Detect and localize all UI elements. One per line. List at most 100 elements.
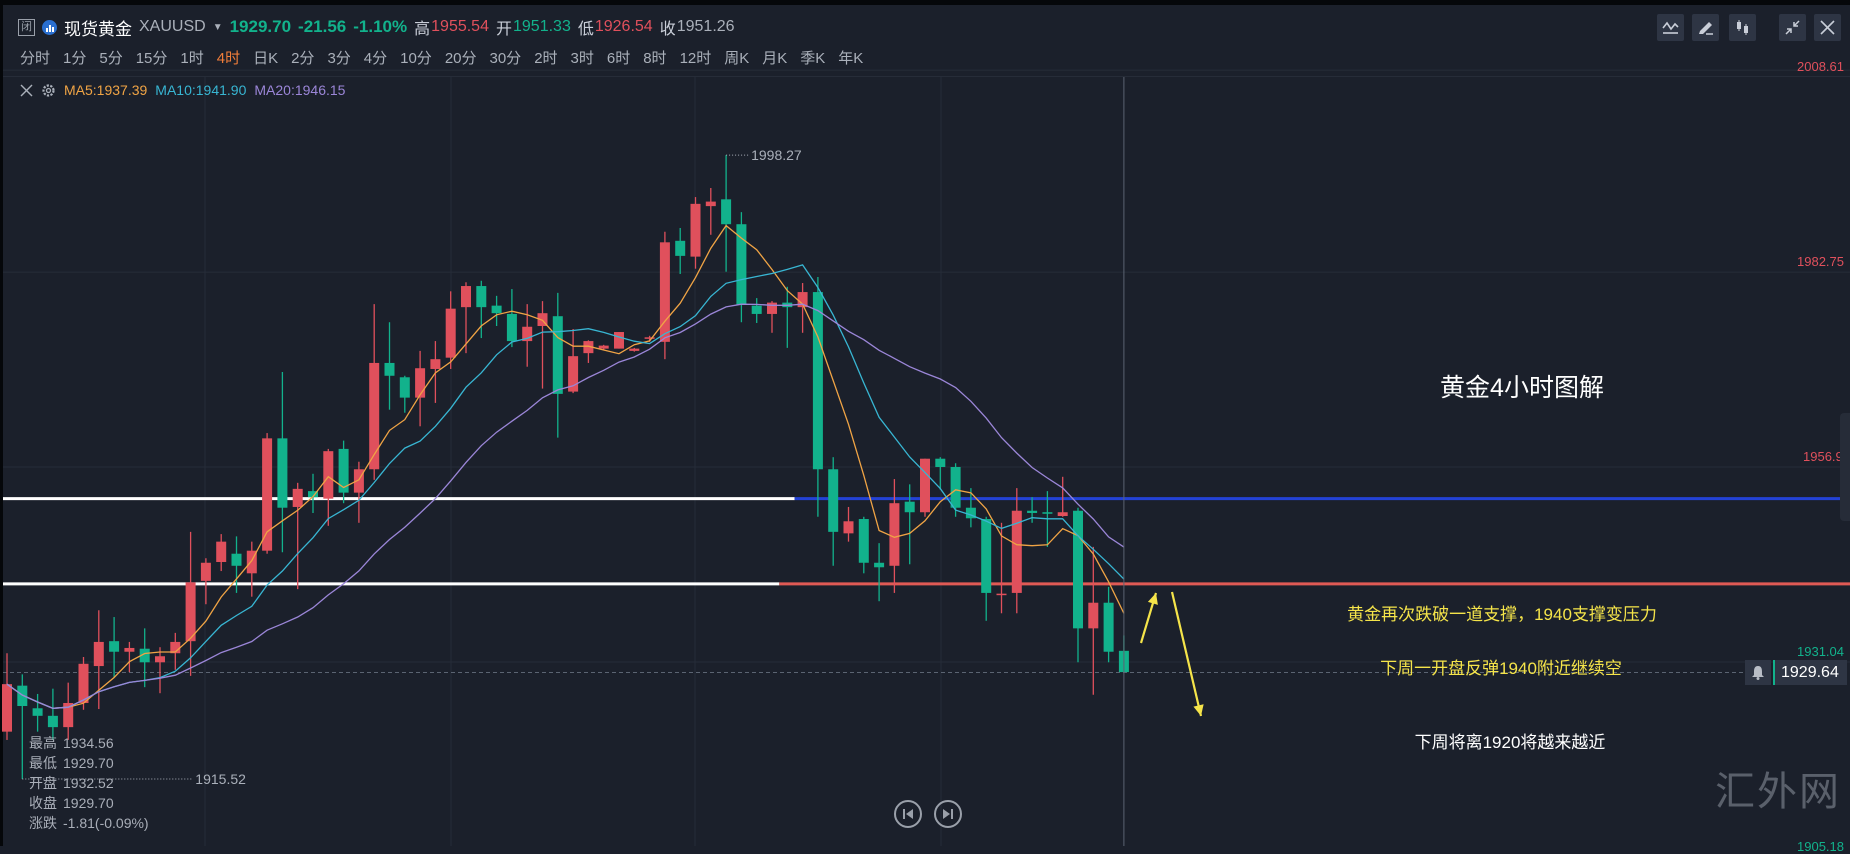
- candle-down: [904, 501, 915, 513]
- info-value: 1929.70: [63, 755, 114, 771]
- candle-down: [812, 292, 823, 470]
- candle-up: [644, 337, 655, 339]
- alert-button[interactable]: [1745, 660, 1771, 685]
- ma10-line: [6, 264, 1125, 709]
- tab-timeframe[interactable]: 3分: [327, 50, 351, 67]
- draw-button[interactable]: [1692, 14, 1719, 41]
- candle-down: [736, 224, 747, 305]
- tab-timeframe[interactable]: 周K: [724, 50, 750, 67]
- header-divider: [3, 76, 1850, 77]
- candle-down: [981, 519, 992, 593]
- candle-down: [1073, 510, 1083, 629]
- close-icon: [1820, 20, 1835, 35]
- candle-down: [675, 240, 686, 256]
- candle-down: [721, 199, 732, 225]
- tab-timeframe[interactable]: 10分: [400, 50, 432, 67]
- axis-scroll-handle[interactable]: [1840, 413, 1850, 521]
- info-row: 收盘 1929.70: [29, 793, 149, 813]
- ma5-value: MA5:1937.39: [64, 82, 148, 98]
- candle-down: [1042, 512, 1053, 514]
- collapse-button[interactable]: [1779, 14, 1806, 41]
- candle-up: [629, 348, 640, 351]
- candle-up: [690, 203, 701, 257]
- candle-up: [568, 356, 579, 392]
- tab-timeframe[interactable]: 日K: [253, 50, 279, 67]
- tab-timeframe[interactable]: 分时: [20, 50, 51, 67]
- tab-timeframe[interactable]: 1时: [180, 50, 204, 67]
- tab-timeframe[interactable]: 2时: [534, 50, 558, 67]
- skip-forward-icon: [943, 809, 953, 819]
- tab-timeframe[interactable]: 1分: [63, 50, 87, 67]
- skip-back-icon: [903, 809, 913, 819]
- tab-timeframe[interactable]: 5分: [99, 50, 123, 67]
- tab-timeframe[interactable]: 4分: [363, 50, 388, 67]
- info-value: -1.81(-0.09%): [63, 815, 149, 831]
- tab-timeframe[interactable]: 15分: [135, 50, 168, 67]
- watermark-logo: 汇外网: [1715, 769, 1841, 815]
- scroll-to-end-button[interactable]: [934, 800, 962, 828]
- extreme-marker-label: 1998.27: [751, 147, 802, 163]
- high-label: 高: [414, 21, 431, 38]
- price-axis-tick: 1905.18: [1797, 839, 1844, 854]
- candle-up: [522, 326, 533, 342]
- tab-timeframe[interactable]: 30分: [489, 50, 522, 67]
- info-label: 收盘: [29, 795, 57, 811]
- tab-timeframe[interactable]: 月K: [762, 50, 788, 67]
- candle-up: [353, 469, 364, 493]
- candle-up: [767, 302, 777, 314]
- tab-timeframe[interactable]: 12时: [679, 50, 712, 67]
- chevron-down-icon[interactable]: ▼: [212, 21, 223, 33]
- candle-up: [843, 521, 854, 534]
- candle-down: [476, 286, 487, 308]
- close-button[interactable]: [1814, 14, 1841, 41]
- tab-timeframe[interactable]: 2分: [291, 50, 315, 67]
- bell-icon: [1752, 666, 1764, 680]
- price-change: -21.56: [298, 17, 347, 36]
- price-change-pct: -1.10%: [353, 17, 408, 36]
- info-row: 涨跌 -1.81(-0.09%): [29, 813, 149, 833]
- gear-icon[interactable]: [41, 83, 56, 98]
- candle-up: [2, 684, 12, 732]
- info-row: 开盘 1932.52: [29, 773, 149, 793]
- chart-symbol-icon: [42, 19, 57, 35]
- current-price-value: 1929.64: [1773, 660, 1847, 685]
- candle-up: [292, 488, 303, 507]
- candle-down: [950, 467, 961, 508]
- instrument-ticker[interactable]: XAUUSD: [139, 18, 206, 35]
- ma-legend: MA5:1937.39 MA10:1941.90 MA20:1946.15: [20, 82, 345, 98]
- info-label: 涨跌: [29, 815, 57, 831]
- tab-timeframe[interactable]: 8时: [643, 50, 667, 67]
- candle-up: [797, 292, 808, 308]
- chart-type-button[interactable]: [1729, 14, 1756, 41]
- candle-down: [874, 562, 885, 568]
- candle-down: [308, 491, 318, 498]
- candle-up: [1088, 602, 1099, 629]
- info-label: 最高: [29, 735, 57, 751]
- tab-timeframe[interactable]: 季K: [800, 50, 826, 67]
- ma5-line: [6, 224, 1125, 709]
- remove-indicator-icon[interactable]: [20, 84, 33, 97]
- tab-timeframe[interactable]: 4时: [216, 50, 241, 67]
- candle-up: [461, 286, 471, 308]
- candle-up: [598, 345, 609, 349]
- candle-down: [751, 305, 762, 314]
- tab-timeframe[interactable]: 年K: [838, 50, 864, 67]
- candle-down: [1103, 602, 1114, 652]
- tab-timeframe[interactable]: 20分: [444, 50, 477, 67]
- window-left-border: [0, 0, 3, 846]
- indicator-button[interactable]: [1657, 14, 1684, 41]
- candle-down: [231, 553, 242, 566]
- close-value: 1951.26: [676, 18, 735, 35]
- extreme-marker-label: 1915.52: [195, 771, 246, 787]
- tab-timeframe[interactable]: 6时: [606, 50, 631, 67]
- candle-down: [109, 641, 120, 652]
- candle-up: [1057, 512, 1068, 517]
- scroll-to-start-button[interactable]: [894, 800, 922, 828]
- indicator-icon: [1662, 21, 1679, 34]
- price-axis-tick: 1982.75: [1797, 254, 1844, 269]
- arrow-head-icon: [1193, 704, 1204, 716]
- candle-down: [552, 316, 563, 394]
- ma20-line: [6, 303, 1125, 709]
- tab-timeframe[interactable]: 3时: [570, 50, 594, 67]
